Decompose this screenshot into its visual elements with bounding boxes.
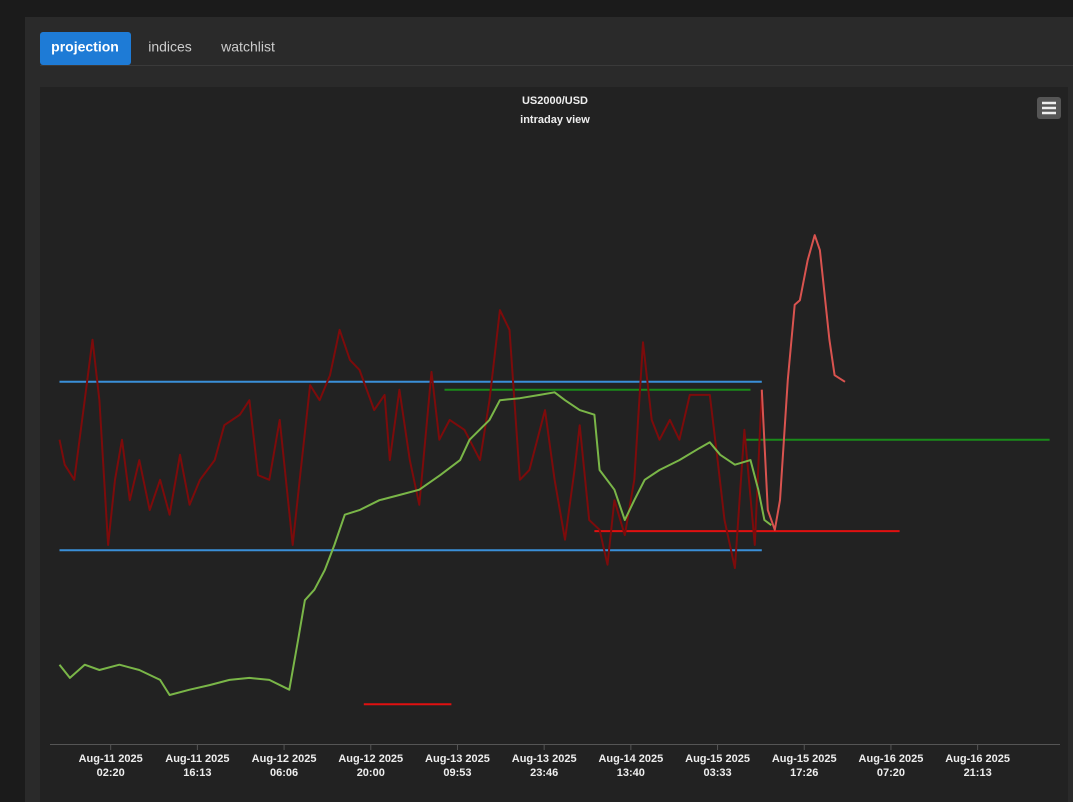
chart-subtitle: intraday view: [520, 114, 590, 126]
x-tick-label: 13:40: [617, 767, 645, 779]
x-tick-label: 07:20: [877, 767, 905, 779]
x-tick-label: 21:13: [964, 767, 992, 779]
x-tick-label: 06:06: [270, 767, 298, 779]
x-tick-label: Aug-12 2025: [338, 753, 403, 765]
x-tick-label: 09:53: [443, 767, 471, 779]
tab[interactable]: watchlist: [220, 39, 275, 55]
x-tick-label: 20:00: [357, 767, 385, 779]
x-tick-label: Aug-16 2025: [859, 753, 924, 765]
active-tab-bg: [40, 32, 131, 65]
x-tick-label: Aug-16 2025: [945, 753, 1010, 765]
x-tick-label: Aug-13 2025: [425, 753, 490, 765]
tab[interactable]: indices: [148, 39, 192, 55]
menu-button[interactable]: [1037, 97, 1061, 119]
x-tick-label: Aug-12 2025: [252, 753, 317, 765]
x-tick-label: Aug-14 2025: [598, 753, 663, 765]
chart-area: [40, 87, 1068, 802]
x-tick-label: 03:33: [703, 767, 731, 779]
chart-title: US2000/USD: [522, 95, 588, 107]
x-tick-label: Aug-11 2025: [79, 753, 143, 765]
series-line: [760, 234, 846, 531]
menu-icon[interactable]: [1042, 101, 1056, 115]
x-tick-label: Aug-15 2025: [772, 753, 837, 765]
plot: Aug-11 2025 02:20 Aug-11 2025 16:13 Aug-12 2…: [58, 234, 1050, 779]
x-tick-label: 02:20: [97, 767, 125, 779]
x-tick-label: Aug-13 2025: [512, 753, 577, 765]
x-tick-label: 23:46: [530, 767, 558, 779]
x-tick-label: Aug-11 2025: [165, 753, 229, 765]
series-line: [58, 391, 772, 696]
tab[interactable]: projection: [51, 39, 119, 55]
x-tick-label: 16:13: [183, 767, 211, 779]
x-tick-label: Aug-15 2025: [685, 753, 750, 765]
x-tick-label: 17:26: [790, 767, 818, 779]
series-line: [58, 309, 763, 569]
